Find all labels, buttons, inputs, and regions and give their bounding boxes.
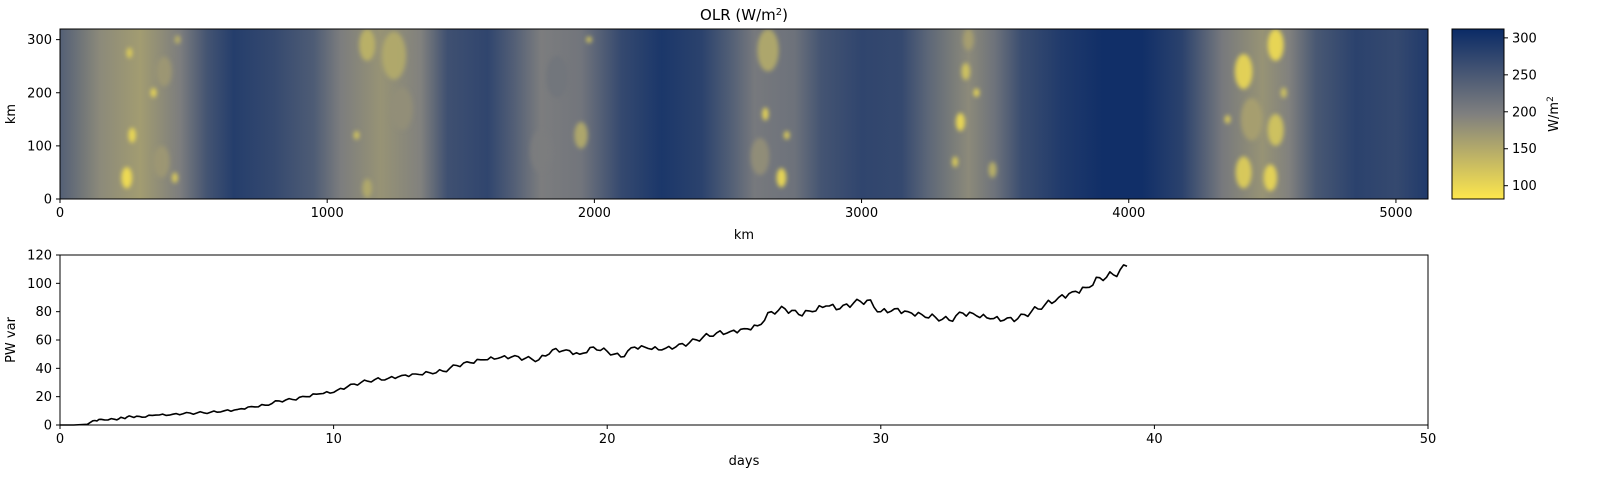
- convective-cluster: [988, 161, 997, 178]
- line-chart-y-label: PW var: [4, 316, 19, 362]
- heatmap-y-label: km: [4, 104, 19, 124]
- convective-cluster: [381, 31, 407, 80]
- convective-cluster: [174, 35, 181, 44]
- convective-cluster: [762, 107, 769, 121]
- heatmap-x-label: km: [734, 228, 754, 243]
- y-tick-label: 200: [27, 86, 52, 101]
- x-tick-label: 5000: [1379, 206, 1412, 221]
- convective-cluster: [1280, 87, 1287, 99]
- x-tick-label: 50: [1420, 432, 1437, 447]
- convective-cluster: [973, 88, 980, 97]
- convective-cluster: [546, 55, 568, 99]
- convective-cluster: [955, 112, 965, 131]
- colorbar-ticks: 100 150 200 250 300: [1504, 31, 1537, 194]
- convective-cluster: [1224, 115, 1231, 124]
- y-tick-label: 60: [35, 334, 52, 349]
- y-tick-label: 0: [44, 419, 52, 434]
- y-tick-label: 100: [27, 277, 52, 292]
- convective-cluster: [530, 129, 552, 173]
- convective-cluster: [128, 127, 136, 143]
- x-tick-label: 40: [1146, 432, 1163, 447]
- heatmap-background-field: [60, 29, 1428, 199]
- convective-cluster: [391, 87, 413, 130]
- convective-cluster: [963, 29, 974, 51]
- heatmap-x-ticks: 0 1000 2000 3000 4000 5000: [56, 199, 1412, 221]
- pw-var-line-chart: 0 10 20 30 40 50 0 20 40 60 80 100 120 days PW var: [4, 249, 1436, 470]
- convective-cluster: [750, 137, 770, 176]
- line-chart-y-ticks: 0 20 40 60 80 100 120: [27, 249, 60, 434]
- x-tick-label: 3000: [845, 206, 878, 221]
- convective-cluster: [1234, 53, 1253, 90]
- x-tick-label: 30: [873, 432, 890, 447]
- convective-cluster: [783, 131, 790, 140]
- heatmap-y-ticks: 0 100 200 300: [27, 33, 60, 208]
- convective-cluster: [156, 56, 172, 87]
- convective-cluster: [153, 145, 170, 178]
- convective-cluster: [362, 178, 373, 198]
- convective-cluster: [126, 47, 133, 59]
- convective-cluster: [574, 121, 588, 149]
- convective-cluster: [961, 63, 971, 80]
- colorbar-tick-label: 100: [1512, 179, 1537, 194]
- convective-cluster: [1267, 114, 1284, 146]
- convective-cluster: [1235, 156, 1252, 189]
- line-chart-x-ticks: 0 10 20 30 40 50: [56, 425, 1436, 447]
- convective-cluster: [586, 36, 593, 43]
- heatmap-frame: [59, 28, 1429, 200]
- x-tick-label: 0: [56, 206, 64, 221]
- heatmap-title: OLR (W/m2): [700, 6, 788, 24]
- convective-cluster: [1240, 98, 1263, 141]
- colorbar-tick-label: 250: [1512, 68, 1537, 83]
- convective-cluster: [171, 172, 178, 184]
- convective-cluster: [121, 167, 133, 189]
- x-tick-label: 1000: [311, 206, 344, 221]
- x-tick-label: 4000: [1112, 206, 1145, 221]
- colorbar: 100 150 200 250 300 W/m2: [1451, 28, 1562, 200]
- convective-cluster: [353, 131, 360, 140]
- line-chart-x-label: days: [729, 454, 760, 469]
- x-tick-label: 10: [325, 432, 342, 447]
- colorbar-tick-label: 300: [1512, 31, 1537, 46]
- heatmap-clusters: [121, 29, 1287, 198]
- line-chart-frame: [59, 254, 1429, 426]
- convective-cluster: [1267, 29, 1284, 61]
- y-tick-label: 20: [35, 390, 52, 405]
- colorbar-gradient: [1451, 28, 1505, 200]
- colorbar-label: W/m2: [1546, 96, 1562, 132]
- x-tick-label: 0: [56, 432, 64, 447]
- pw-var-series-line: [60, 264, 1128, 426]
- olr-heatmap: 0 1000 2000 3000 4000 5000 0 100 200 300 km km: [4, 28, 1429, 243]
- colorbar-tick-label: 150: [1512, 142, 1537, 157]
- convective-cluster: [1263, 164, 1278, 192]
- convective-cluster: [150, 87, 157, 98]
- y-tick-label: 100: [27, 139, 52, 154]
- x-tick-label: 20: [599, 432, 616, 447]
- y-tick-label: 300: [27, 33, 52, 48]
- x-tick-label: 2000: [578, 206, 611, 221]
- y-tick-label: 80: [35, 305, 52, 320]
- y-tick-label: 120: [27, 249, 52, 264]
- convective-cluster: [757, 29, 779, 72]
- convective-cluster: [952, 156, 959, 168]
- convective-cluster: [776, 168, 787, 188]
- y-tick-label: 40: [35, 362, 52, 377]
- colorbar-tick-label: 200: [1512, 105, 1537, 120]
- y-tick-label: 0: [44, 193, 52, 208]
- convective-cluster: [359, 29, 376, 61]
- heatmap-background: [60, 29, 1428, 199]
